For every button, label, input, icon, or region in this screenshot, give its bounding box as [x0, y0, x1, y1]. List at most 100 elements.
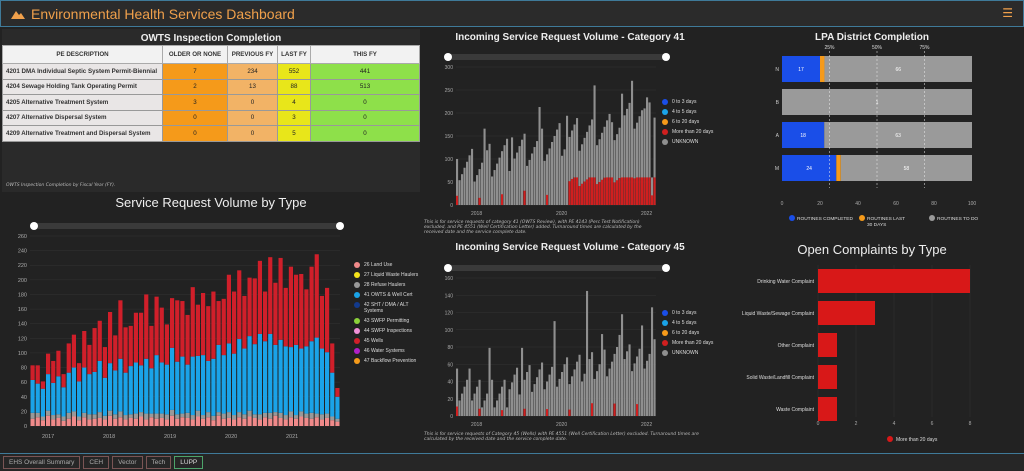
stacked-bar-segment	[252, 417, 257, 426]
legend-item[interactable]: 0 to 3 days	[662, 99, 713, 105]
legend-item[interactable]: 44 SWFP Inspections	[354, 328, 420, 334]
tab-ceh[interactable]: CEH	[83, 456, 110, 469]
legend-item[interactable]: More than 20 days	[662, 340, 713, 346]
stacked-bar-segment	[211, 415, 216, 421]
stacked-bar-segment	[87, 419, 92, 426]
slider-end-handle[interactable]	[662, 53, 670, 61]
histogram-bar	[568, 384, 571, 416]
histogram-bar	[493, 170, 496, 205]
legend-item[interactable]: 27 Liquid Waste Haulers	[354, 272, 420, 278]
tab-vector[interactable]: Vector	[112, 456, 143, 469]
legend-item[interactable]: 45 Wells	[354, 338, 420, 344]
complaints-title: Open Complaints by Type	[797, 242, 947, 257]
histogram-bar	[603, 349, 606, 416]
histogram-bar	[646, 360, 649, 416]
legend-item[interactable]: 41 OWTS & Well Cert	[354, 292, 420, 298]
stacked-bar-segment	[108, 415, 113, 426]
legend-item[interactable]: 42 SHT / DMA / ALT Systems	[354, 302, 420, 314]
legend-item[interactable]: 26 Land Use	[354, 262, 420, 268]
stacked-bar-segment	[97, 320, 102, 361]
legend-item[interactable]: 47 Backflow Prevention	[354, 358, 420, 364]
col-header[interactable]: LAST FY	[277, 45, 311, 64]
legend-label: 44 SWFP Inspections	[364, 328, 412, 334]
histogram-bar	[566, 115, 569, 205]
histogram-bar	[596, 371, 599, 416]
histogram-bar	[523, 133, 526, 205]
stacked-bar-segment	[123, 327, 128, 373]
stacked-bar-segment	[226, 274, 231, 344]
histogram-bar	[528, 365, 531, 416]
stacked-bar-segment	[299, 411, 304, 417]
histogram-bar	[626, 351, 629, 416]
histogram-bar	[628, 102, 631, 205]
srv-type-time-slider[interactable]	[30, 222, 344, 230]
histogram-bar	[553, 136, 556, 205]
histogram-bar	[581, 381, 584, 416]
tab-ehs-overall-summary[interactable]: EHS Overall Summary	[3, 456, 81, 469]
bar-value-label: 63	[895, 133, 901, 139]
stacked-bar-segment	[170, 415, 175, 426]
stacked-bar-segment	[237, 417, 242, 426]
histogram-bar	[548, 374, 551, 416]
histogram-bar	[651, 177, 654, 205]
legend-item[interactable]: UNKNOWN	[662, 350, 713, 356]
histogram-bar	[533, 147, 536, 205]
stacked-bar-segment	[108, 312, 113, 364]
slider-end-handle[interactable]	[336, 222, 344, 230]
histogram-bar	[576, 118, 579, 205]
histogram-bar	[601, 334, 604, 416]
histogram-bar	[473, 393, 476, 416]
legend-item[interactable]: More than 20 days	[662, 129, 713, 135]
older-cell: 7	[162, 63, 228, 80]
histogram-bar	[638, 348, 641, 416]
histogram-bar	[628, 344, 631, 416]
stacked-bar-segment	[782, 122, 825, 148]
slider-start-handle[interactable]	[444, 264, 452, 272]
legend-item[interactable]: 6 to 20 days	[662, 330, 713, 336]
cat41-time-slider[interactable]	[444, 53, 670, 61]
stacked-bar-segment	[237, 270, 242, 340]
hamburger-icon[interactable]: ☰	[1002, 6, 1013, 20]
legend-swatch	[354, 302, 360, 308]
table-row: 4204 Sewage Holding Tank Operating Permi…	[2, 78, 420, 95]
histogram-bar	[586, 131, 589, 205]
histogram-bar	[598, 364, 601, 416]
tab-tech[interactable]: Tech	[145, 456, 172, 469]
col-header[interactable]: PE DESCRIPTION	[2, 45, 163, 64]
stacked-bar-segment	[164, 364, 169, 415]
stacked-bar-segment	[201, 418, 206, 426]
stacked-bar-segment	[154, 418, 159, 426]
histogram-bar	[651, 307, 654, 416]
histogram-bar	[586, 290, 589, 416]
legend-item[interactable]: 6 to 20 days	[662, 119, 713, 125]
histogram-bar	[521, 347, 524, 416]
legend-item[interactable]: UNKNOWN	[662, 139, 713, 145]
slider-start-handle[interactable]	[444, 53, 452, 61]
cat45-time-slider[interactable]	[444, 264, 670, 272]
slider-start-handle[interactable]	[30, 222, 38, 230]
stacked-bar-segment	[278, 257, 283, 340]
slider-end-handle[interactable]	[662, 264, 670, 272]
histogram-bar-overdue	[608, 177, 611, 205]
tab-lupp[interactable]: LUPP	[174, 456, 204, 469]
stacked-bar-segment	[216, 301, 221, 345]
stacked-bar-segment	[139, 365, 144, 413]
col-header[interactable]: OLDER OR NONE	[162, 45, 228, 64]
histogram-bar	[648, 353, 651, 416]
legend-label: UNKNOWN	[672, 350, 699, 356]
legend-item[interactable]: 0 to 3 days	[662, 310, 713, 316]
stacked-bar-segment	[330, 416, 335, 421]
legend-item[interactable]: 4 to 5 days	[662, 109, 713, 115]
legend-item[interactable]: 28 Refuse Haulers	[354, 282, 420, 288]
y-tick-label: 100	[445, 328, 454, 334]
stacked-bar-segment	[123, 419, 128, 426]
legend-item[interactable]: 43 SWFP Permitting	[354, 318, 420, 324]
histogram-bar-overdue	[648, 177, 651, 205]
col-header[interactable]: PREVIOUS FY	[227, 45, 278, 64]
col-header[interactable]: THIS FY	[310, 45, 420, 64]
legend-item[interactable]: 46 Water Systems	[354, 348, 420, 354]
histogram-bar-overdue	[576, 177, 579, 205]
histogram-bar-overdue	[593, 177, 596, 205]
histogram-bar	[578, 150, 581, 205]
legend-item[interactable]: 4 to 5 days	[662, 320, 713, 326]
